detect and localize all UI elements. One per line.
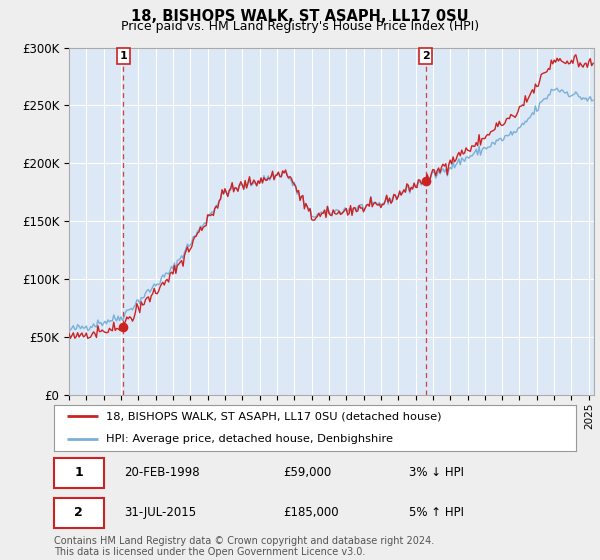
Text: 18, BISHOPS WALK, ST ASAPH, LL17 0SU: 18, BISHOPS WALK, ST ASAPH, LL17 0SU bbox=[131, 9, 469, 24]
Text: £59,000: £59,000 bbox=[284, 466, 332, 479]
Text: 1: 1 bbox=[119, 51, 127, 61]
Text: 2: 2 bbox=[422, 51, 430, 61]
Text: 1: 1 bbox=[74, 466, 83, 479]
Text: £185,000: £185,000 bbox=[284, 506, 340, 519]
Text: 20-FEB-1998: 20-FEB-1998 bbox=[124, 466, 200, 479]
FancyBboxPatch shape bbox=[54, 458, 104, 488]
Text: 31-JUL-2015: 31-JUL-2015 bbox=[124, 506, 197, 519]
Text: Contains HM Land Registry data © Crown copyright and database right 2024.
This d: Contains HM Land Registry data © Crown c… bbox=[54, 535, 434, 557]
Text: HPI: Average price, detached house, Denbighshire: HPI: Average price, detached house, Denb… bbox=[106, 435, 393, 444]
Text: 18, BISHOPS WALK, ST ASAPH, LL17 0SU (detached house): 18, BISHOPS WALK, ST ASAPH, LL17 0SU (de… bbox=[106, 412, 442, 421]
Text: 2: 2 bbox=[74, 506, 83, 519]
Text: Price paid vs. HM Land Registry's House Price Index (HPI): Price paid vs. HM Land Registry's House … bbox=[121, 20, 479, 32]
Text: 5% ↑ HPI: 5% ↑ HPI bbox=[409, 506, 464, 519]
Text: 3% ↓ HPI: 3% ↓ HPI bbox=[409, 466, 464, 479]
FancyBboxPatch shape bbox=[54, 497, 104, 528]
